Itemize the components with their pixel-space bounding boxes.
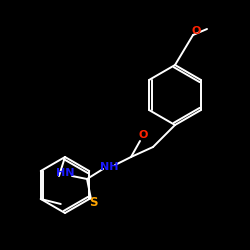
Text: NH: NH — [100, 162, 118, 172]
Text: S: S — [89, 196, 97, 208]
Text: HN: HN — [56, 168, 74, 178]
Text: O: O — [138, 130, 148, 140]
Text: O: O — [191, 26, 201, 36]
